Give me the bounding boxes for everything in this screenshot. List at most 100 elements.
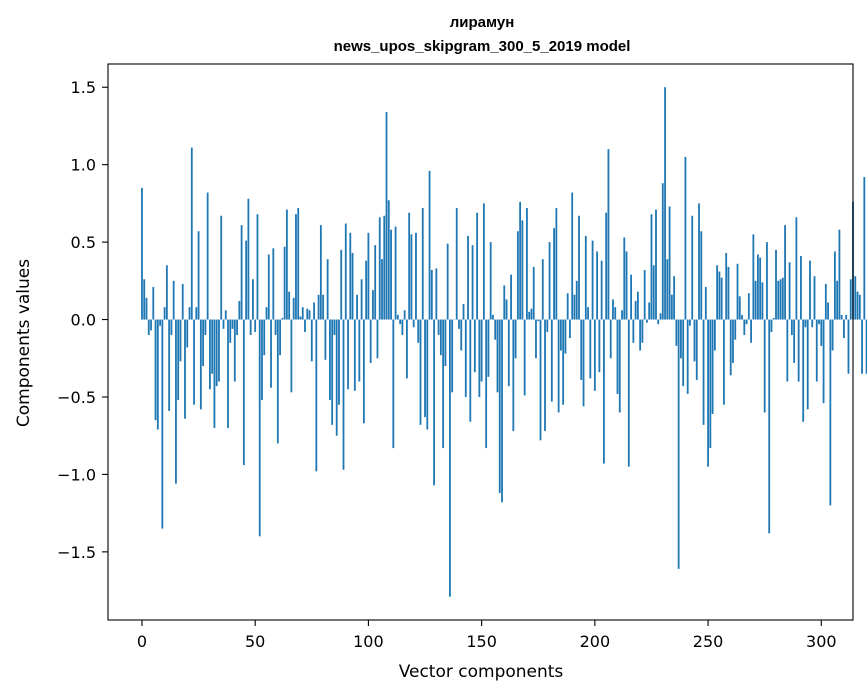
bar — [333, 319, 336, 336]
bar — [281, 317, 284, 320]
bar — [159, 319, 161, 326]
bar — [387, 200, 390, 320]
bar — [686, 319, 689, 394]
bar — [428, 170, 431, 320]
bar — [641, 319, 644, 343]
x-axis: 0 50 100 150 200 250 300 — [137, 620, 837, 651]
bar — [754, 280, 757, 320]
y-tick-label: 1.5 — [71, 78, 96, 97]
bar — [319, 225, 322, 320]
bar — [752, 234, 755, 320]
bar — [802, 319, 805, 422]
bar — [535, 319, 537, 359]
bar — [310, 319, 313, 362]
bar — [625, 251, 628, 320]
bar — [476, 212, 479, 320]
bar — [537, 319, 540, 322]
bar — [557, 319, 560, 413]
x-tick-label: 100 — [353, 632, 384, 651]
bar — [394, 226, 397, 320]
bar — [614, 307, 617, 320]
bar — [655, 209, 657, 320]
bar — [607, 149, 610, 320]
bar — [487, 319, 490, 377]
bar — [195, 307, 198, 320]
bar — [514, 319, 517, 359]
bar — [578, 215, 580, 320]
bar — [528, 311, 531, 320]
bar — [362, 319, 365, 424]
bar — [562, 319, 565, 405]
bar — [729, 319, 732, 376]
bar — [408, 212, 411, 320]
bar — [392, 319, 395, 449]
bar — [553, 228, 555, 320]
bar — [747, 293, 750, 320]
bar — [285, 209, 288, 320]
bar — [369, 319, 372, 363]
bar — [781, 277, 784, 320]
bar — [467, 235, 469, 320]
bar — [231, 319, 234, 329]
bar — [539, 319, 542, 441]
bar — [732, 319, 734, 363]
bar — [790, 319, 793, 336]
bar — [141, 187, 143, 320]
bar — [186, 319, 189, 348]
bar — [215, 319, 218, 387]
bar — [793, 319, 796, 363]
bar — [512, 319, 515, 432]
bar — [700, 231, 703, 320]
bar — [154, 319, 157, 421]
bar — [811, 319, 814, 328]
bar — [292, 297, 295, 320]
bar — [204, 319, 207, 336]
bar — [786, 319, 789, 382]
bar — [530, 308, 533, 320]
bar — [295, 214, 297, 320]
bar — [593, 319, 596, 391]
bar — [587, 307, 589, 320]
bar — [761, 282, 764, 320]
bar — [840, 314, 843, 320]
bar — [193, 319, 195, 405]
bar — [147, 319, 150, 336]
bar — [356, 294, 358, 320]
bar — [763, 319, 766, 413]
bar — [498, 319, 501, 493]
bar — [784, 225, 786, 320]
bar — [464, 319, 467, 397]
bar — [220, 215, 223, 320]
bar — [317, 294, 320, 320]
bar — [347, 319, 349, 390]
bar — [847, 319, 850, 374]
bar — [415, 232, 417, 320]
bar — [444, 319, 447, 366]
bar — [865, 319, 867, 374]
x-axis-label: Vector components — [399, 662, 564, 682]
bar — [695, 319, 698, 380]
bar — [199, 319, 202, 410]
bar — [480, 319, 483, 382]
bar — [827, 302, 829, 320]
bar — [297, 208, 300, 320]
bar — [367, 232, 370, 320]
bar — [229, 319, 232, 343]
bar — [326, 259, 329, 320]
chart-title: лирамун — [450, 14, 515, 31]
bar — [435, 268, 438, 320]
bar — [616, 319, 619, 394]
plot-frame — [107, 63, 854, 621]
y-tick-label: 0.5 — [71, 233, 96, 252]
bar — [768, 319, 771, 534]
bar — [172, 280, 175, 320]
bar — [713, 319, 716, 351]
bar — [741, 314, 743, 320]
bar — [657, 319, 660, 325]
bar — [374, 245, 377, 320]
bar — [523, 319, 526, 396]
bar — [360, 279, 363, 320]
bar — [324, 319, 327, 360]
bar — [605, 212, 608, 320]
bar — [458, 319, 460, 329]
